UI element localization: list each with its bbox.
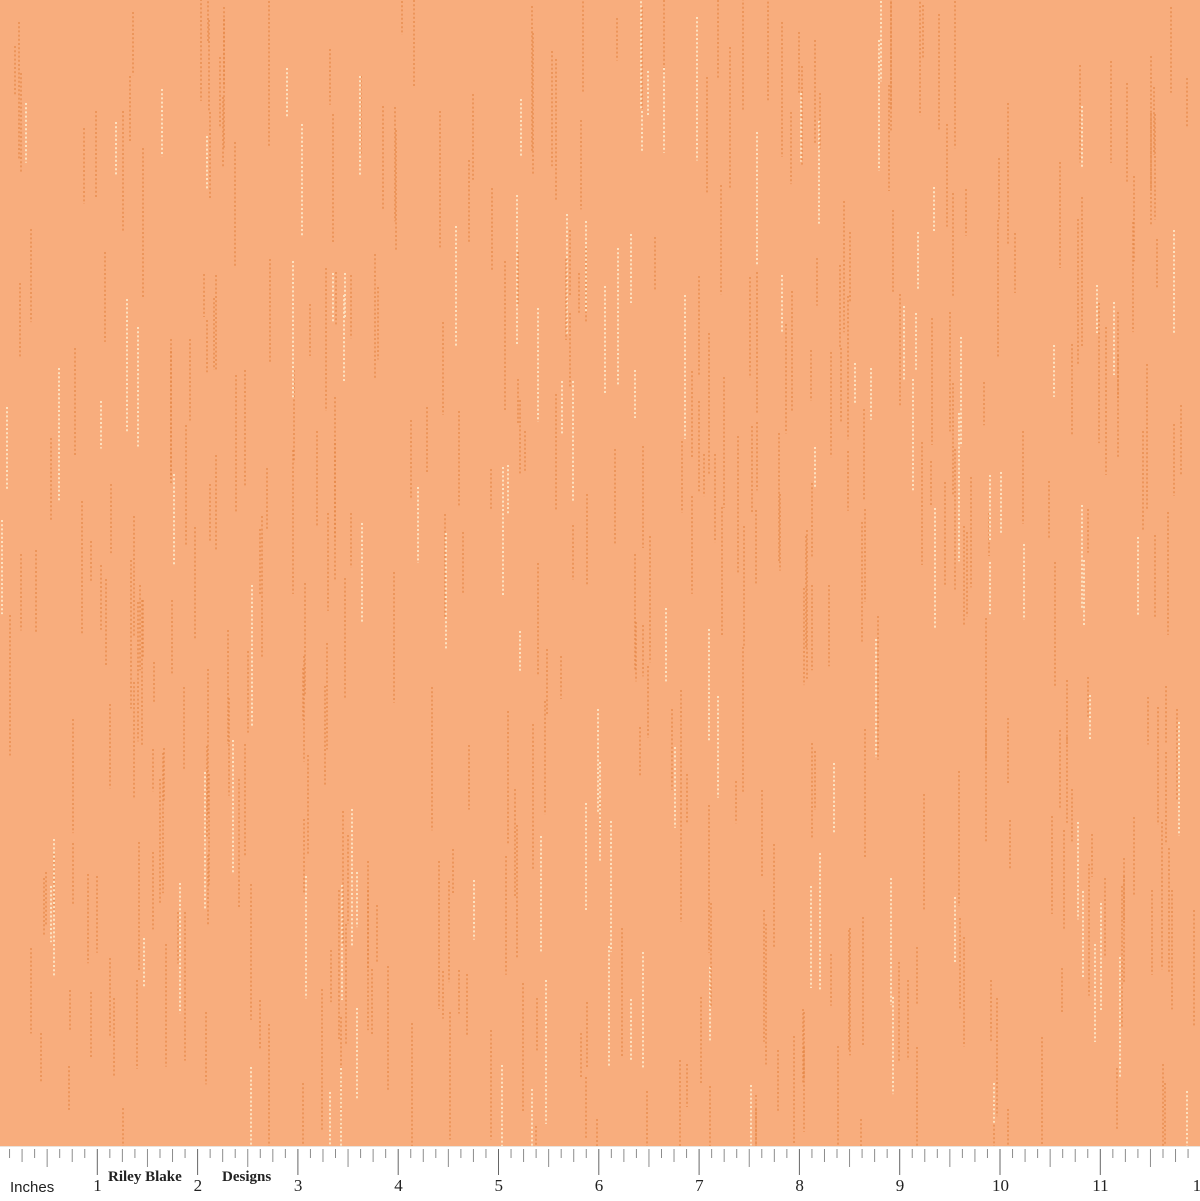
ruler-number: 3: [293, 1176, 303, 1195]
ruler-number: 12: [1192, 1176, 1200, 1195]
ruler: Inches Riley Blake Designs 1 2 3 4 5 6 7 8 9 10 11…: [0, 1146, 1200, 1201]
ruler-ticks: [9, 1149, 1189, 1175]
ruler-number: 4: [394, 1176, 403, 1195]
ruler-brand-left: Riley Blake: [108, 1169, 182, 1185]
ruler-number: 11: [1092, 1176, 1109, 1195]
ruler-brand-right: Designs: [222, 1169, 272, 1185]
ruler-unit-label: Inches: [10, 1179, 55, 1196]
ruler-number: 6: [594, 1176, 604, 1195]
ruler-number: 2: [193, 1176, 203, 1195]
ruler-number: 1: [93, 1176, 102, 1195]
ruler-number: 5: [494, 1176, 504, 1195]
ruler-number: 10: [992, 1176, 1009, 1195]
ruler-number: 9: [895, 1176, 905, 1195]
ruler-number: 8: [795, 1176, 804, 1195]
ruler-number: 7: [695, 1176, 704, 1195]
